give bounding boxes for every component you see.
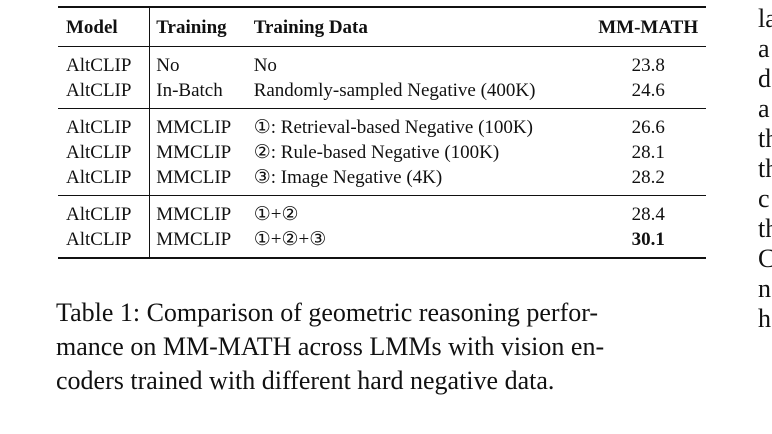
caption-line: Table 1: Comparison of geometric reasoni… <box>56 298 599 327</box>
column-text-fragment: th <box>758 124 772 153</box>
table-row: AltCLIP No No 23.8 <box>58 46 706 78</box>
table-row: AltCLIP In-Batch Randomly-sampled Negative… <box>58 78 706 109</box>
column-text-fragment: n <box>758 274 771 303</box>
cell-training-data: ①: Retrieval-based Negative (100K) <box>253 108 591 140</box>
column-text-fragment: th <box>758 154 772 183</box>
column-text-fragment: d <box>758 64 771 93</box>
table-caption: Table 1: Comparison of geometric reasoni… <box>56 296 718 398</box>
table-row: AltCLIP MMCLIP ③: Image Negative (4K) 28.2 <box>58 165 706 196</box>
header-mm-math: MM-MATH <box>590 6 706 47</box>
table-row: AltCLIP MMCLIP ①+② 28.4 <box>58 195 706 227</box>
column-text-fragment: la <box>758 4 772 33</box>
cell-model: AltCLIP <box>58 140 151 165</box>
cell-mm-math: 28.1 <box>631 142 665 163</box>
cell-training: MMCLIP <box>149 108 254 140</box>
cell-training-data: ③: Image Negative (4K) <box>253 167 443 188</box>
cell-model: AltCLIP <box>58 195 151 227</box>
cell-training: MMCLIP <box>149 195 254 227</box>
cell-training: MMCLIP <box>149 227 254 259</box>
cell-training-data: ①+②+③ <box>253 227 591 259</box>
cell-mm-math: 28.2 <box>631 167 665 188</box>
column-text-fragment: c <box>758 184 770 213</box>
column-text-fragment: a <box>758 34 770 63</box>
cell-training: In-Batch <box>156 80 223 101</box>
caption-line: mance on MM-MATH across LMMs with vision… <box>56 332 605 361</box>
cell-mm-math: 24.6 <box>631 80 665 101</box>
cell-mm-math: 23.8 <box>590 46 706 78</box>
cell-mm-math: 26.6 <box>590 108 706 140</box>
cell-model: AltCLIP <box>58 227 151 259</box>
table-row: AltCLIP MMCLIP ②: Rule-based Negative (100… <box>58 140 706 165</box>
cell-training-data: Randomly-sampled Negative (400K) <box>253 80 536 101</box>
header-model: Model <box>58 6 151 47</box>
column-text-fragment: a <box>758 94 770 123</box>
cell-training-data: No <box>253 46 591 78</box>
column-text-fragment: C <box>758 244 772 273</box>
table-header-row: Model Training Training Data MM-MATH <box>58 6 706 47</box>
cell-mm-math: 28.4 <box>590 195 706 227</box>
column-text-fragment: th <box>758 214 772 243</box>
table-body: AltCLIP No No 23.8 AltCLIP In-Batch Randomly-s… <box>58 46 706 259</box>
cell-training-data: ①+② <box>253 195 591 227</box>
results-table-container: Model Training Training Data MM-MATH Alt… <box>58 6 706 259</box>
cell-model: AltCLIP <box>58 46 151 78</box>
table-row: AltCLIP MMCLIP ①+②+③ 30.1 <box>58 227 706 259</box>
cell-mm-math: 30.1 <box>590 227 706 259</box>
cell-model: AltCLIP <box>58 78 151 109</box>
cell-training: No <box>149 46 254 78</box>
cell-training: MMCLIP <box>156 142 232 163</box>
cell-training: MMCLIP <box>156 167 232 188</box>
cell-model: AltCLIP <box>58 108 151 140</box>
results-table: Model Training Training Data MM-MATH Alt… <box>58 6 706 259</box>
caption-line: coders trained with different hard negat… <box>56 366 555 395</box>
cell-model: AltCLIP <box>58 165 151 196</box>
column-text-fragment: h <box>758 304 771 333</box>
table-row: AltCLIP MMCLIP ①: Retrieval-based Negative… <box>58 108 706 140</box>
cell-training-data: ②: Rule-based Negative (100K) <box>253 142 500 163</box>
header-training: Training <box>149 6 254 47</box>
header-training-data: Training Data <box>253 6 591 47</box>
